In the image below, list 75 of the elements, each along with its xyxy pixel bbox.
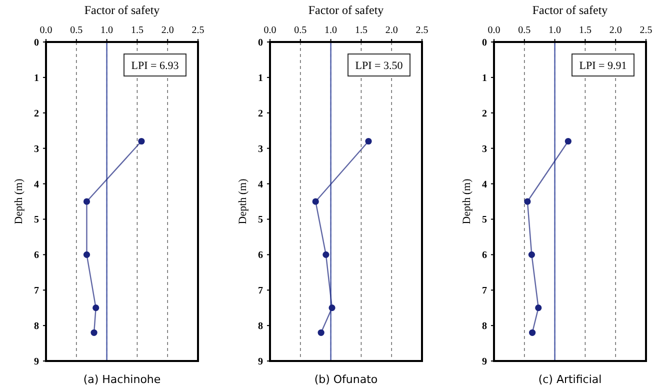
point — [83, 251, 90, 258]
x-tick-label: 0.5 — [294, 25, 307, 36]
y-tick-label: 5 — [258, 214, 263, 226]
y-tick-label: 7 — [482, 286, 487, 297]
text: (a) Hachinohe — [83, 373, 161, 386]
x-axis-title: Factor of safety — [84, 3, 160, 17]
y-tick-label: 0 — [34, 38, 39, 48]
point — [92, 304, 100, 312]
x-tick-label: 1.5 — [578, 25, 592, 36]
y-tick-label: 8 — [482, 321, 487, 332]
y-axis-title: Depth (m) — [461, 178, 473, 224]
y-tick-label: 6 — [34, 250, 39, 262]
x-tick-label: 0.0 — [40, 25, 52, 36]
y-tick-label: 3 — [482, 144, 487, 155]
y-tick-label: 4 — [258, 179, 263, 190]
point — [138, 138, 145, 145]
annotation: LPI = 6.93 — [131, 60, 180, 72]
x-tick-label: 2.5 — [416, 25, 428, 36]
point — [90, 329, 98, 336]
y-tick-label: 5 — [34, 214, 39, 226]
point — [83, 198, 90, 205]
x-tick-label: 2.5 — [640, 25, 652, 36]
y-tick-label: 4 — [482, 179, 487, 190]
x-tick-label: 1.5 — [130, 25, 144, 36]
point — [365, 138, 372, 145]
y-tick-label: 9 — [482, 356, 487, 368]
text: (b) Ofunato — [314, 373, 378, 386]
x-tick-label: 0.5 — [518, 25, 531, 36]
y-tick-label: 3 — [34, 144, 39, 155]
y-tick-label: 2 — [482, 108, 487, 120]
x-tick-label: 2.5 — [192, 25, 204, 36]
x-tick-label: 2.0 — [161, 25, 174, 36]
x-tick-label: 0.0 — [488, 25, 500, 36]
y-tick-label: 8 — [258, 321, 263, 332]
x-tick-label: 2.0 — [385, 25, 398, 36]
y-tick-label: 5 — [482, 214, 487, 226]
x-tick-label: 1.0 — [324, 25, 338, 36]
x-tick-label: 1.0 — [548, 25, 562, 36]
x-tick-label: 1.0 — [100, 25, 114, 36]
y-tick-label: 1 — [482, 72, 487, 84]
point — [322, 251, 330, 258]
y-tick-label: 0 — [482, 38, 487, 48]
y-tick-label: 2 — [258, 108, 263, 120]
point — [564, 138, 572, 145]
y-tick-label: 9 — [258, 356, 263, 368]
y-tick-label: 3 — [258, 144, 263, 155]
y-tick-label: 8 — [34, 321, 39, 332]
y-tick-label: 6 — [482, 250, 487, 262]
point — [524, 198, 531, 205]
point — [529, 329, 536, 336]
x-axis-title: Factor of safety — [308, 3, 384, 17]
point — [535, 304, 542, 312]
y-tick-label: 4 — [34, 179, 39, 190]
annotation: LPI = 9.91 — [579, 60, 627, 72]
x-tick-label: 0.5 — [70, 25, 83, 36]
y-tick-label: 0 — [258, 38, 263, 48]
y-tick-label: 1 — [258, 72, 263, 84]
y-tick-label: 6 — [258, 250, 263, 262]
x-tick-label: 1.5 — [354, 25, 368, 36]
text: (c) Artificial — [538, 373, 602, 386]
point — [312, 198, 319, 205]
x-tick-label: 2.0 — [609, 25, 622, 36]
annotation: LPI = 3.50 — [355, 60, 404, 72]
y-tick-label: 7 — [258, 286, 263, 297]
y-axis-title: Depth (m) — [237, 178, 249, 224]
x-axis-title: Factor of safety — [532, 3, 608, 17]
y-tick-label: 2 — [34, 108, 39, 120]
point — [328, 304, 336, 312]
x-tick-label: 0.0 — [264, 25, 276, 36]
y-tick-label: 9 — [34, 356, 39, 368]
y-axis-title: Depth (m) — [13, 178, 25, 224]
y-tick-label: 1 — [34, 72, 39, 84]
y-tick-label: 7 — [34, 286, 39, 297]
point — [528, 251, 535, 258]
point — [318, 329, 324, 336]
